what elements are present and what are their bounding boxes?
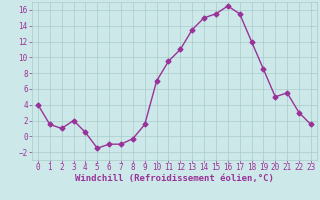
X-axis label: Windchill (Refroidissement éolien,°C): Windchill (Refroidissement éolien,°C)	[75, 174, 274, 183]
